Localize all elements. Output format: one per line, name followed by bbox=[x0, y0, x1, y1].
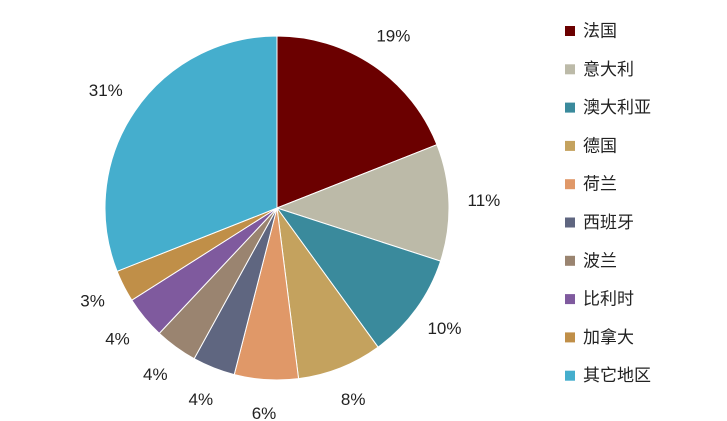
legend-label: 德国 bbox=[583, 136, 617, 155]
data-label: 31% bbox=[89, 81, 123, 100]
legend-label: 法国 bbox=[583, 21, 617, 40]
pie-slice bbox=[275, 207, 442, 348]
data-label: 4% bbox=[143, 365, 168, 384]
legend-swatch bbox=[565, 179, 575, 190]
pie-slice bbox=[275, 144, 450, 262]
legend-swatch bbox=[565, 370, 575, 381]
legend-label: 加拿大 bbox=[583, 327, 634, 347]
data-label: 10% bbox=[427, 319, 461, 338]
legend-swatch bbox=[565, 64, 575, 75]
legend-swatch bbox=[565, 102, 575, 113]
data-label: 3% bbox=[80, 291, 105, 310]
pie-slice bbox=[104, 35, 278, 272]
legend-label: 荷兰 bbox=[583, 175, 617, 194]
legend-label: 波兰 bbox=[583, 251, 617, 270]
data-label: 8% bbox=[341, 390, 366, 409]
data-label: 11% bbox=[468, 191, 501, 210]
data-label: 4% bbox=[105, 329, 130, 348]
legend-swatch bbox=[565, 332, 575, 343]
data-label: 6% bbox=[252, 404, 277, 421]
data-label: 19% bbox=[376, 26, 410, 45]
legend-label: 其它地区 bbox=[583, 366, 651, 385]
data-label: 4% bbox=[189, 390, 214, 409]
legend-swatch bbox=[565, 294, 575, 305]
legend-label: 意大利 bbox=[583, 60, 634, 79]
legend-label: 澳大利亚 bbox=[583, 98, 651, 117]
legend-swatch bbox=[565, 26, 575, 36]
pie-slice bbox=[276, 35, 438, 209]
legend-label: 西班牙 bbox=[583, 213, 634, 232]
legend-swatch bbox=[565, 140, 575, 151]
legend-swatch bbox=[565, 255, 575, 266]
legend-label: 比利时 bbox=[583, 290, 634, 309]
legend-swatch bbox=[565, 217, 575, 228]
